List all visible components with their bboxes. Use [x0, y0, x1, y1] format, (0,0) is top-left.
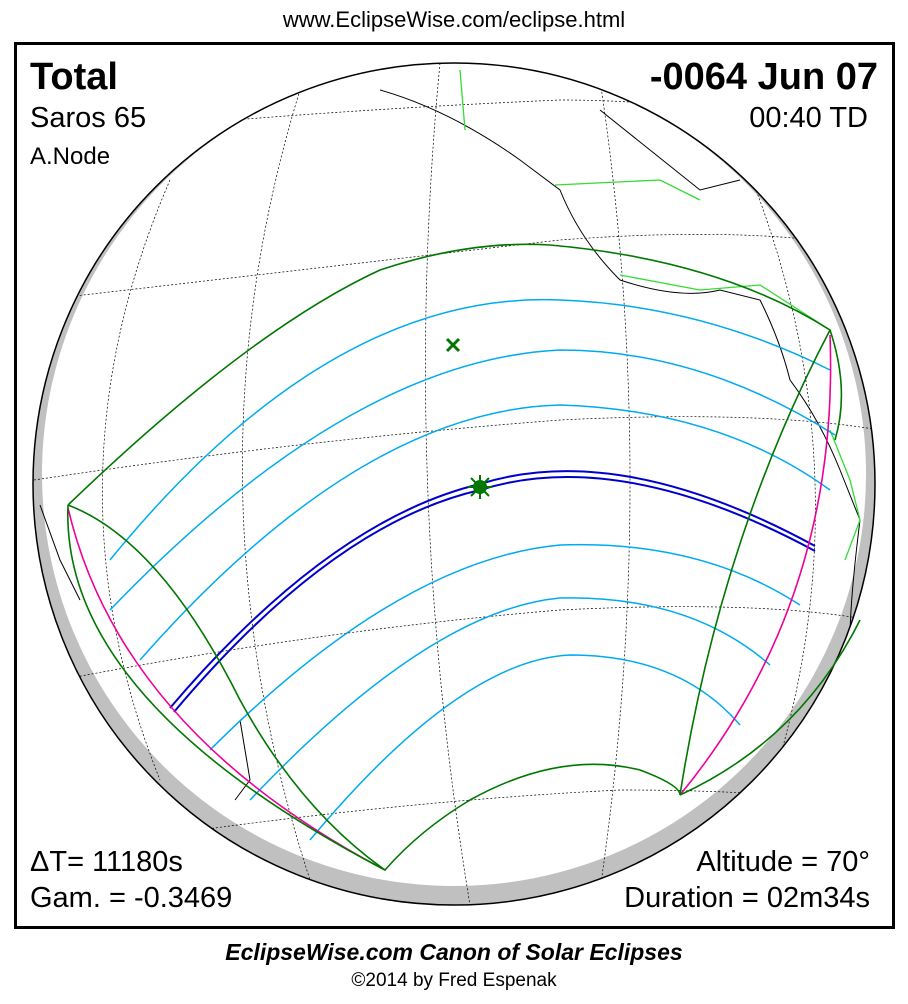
sun-star-icon [468, 475, 492, 499]
eclipse-time: 00:40 TD [749, 102, 868, 134]
globe-outline [32, 62, 876, 906]
source-url: www.EclipseWise.com/eclipse.html [282, 7, 626, 32]
partial-eclipse-lines [109, 298, 836, 841]
political-borders [459, 69, 861, 561]
x-mark-icon [445, 337, 461, 353]
altitude: Altitude = 70° [696, 846, 870, 878]
map-frame [14, 42, 895, 929]
magnitude-line [109, 349, 836, 611]
magnitude-line [209, 543, 801, 751]
eclipse-type: Total [30, 56, 118, 98]
magnitude-line [249, 597, 771, 801]
node: A.Node [30, 143, 111, 170]
coastlines [39, 89, 861, 801]
copyright: ©2014 by Fred Espenak [351, 970, 557, 991]
penumbra-limits [67, 243, 861, 872]
globe [42, 62, 866, 886]
delta-t: ΔT= 11180s [30, 846, 183, 878]
gamma: Gam. = -0.3469 [30, 882, 233, 914]
saros-number: Saros 65 [30, 102, 147, 134]
eclipse-date: -0064 Jun 07 [649, 56, 878, 98]
duration: Duration = 02m34s [624, 882, 870, 914]
rise-set-curves [67, 334, 832, 871]
magnitude-line [109, 298, 831, 561]
magnitude-line [139, 404, 831, 661]
canon-title: EclipseWise.com Canon of Solar Eclipses [225, 939, 683, 965]
magnitude-line [309, 654, 741, 841]
